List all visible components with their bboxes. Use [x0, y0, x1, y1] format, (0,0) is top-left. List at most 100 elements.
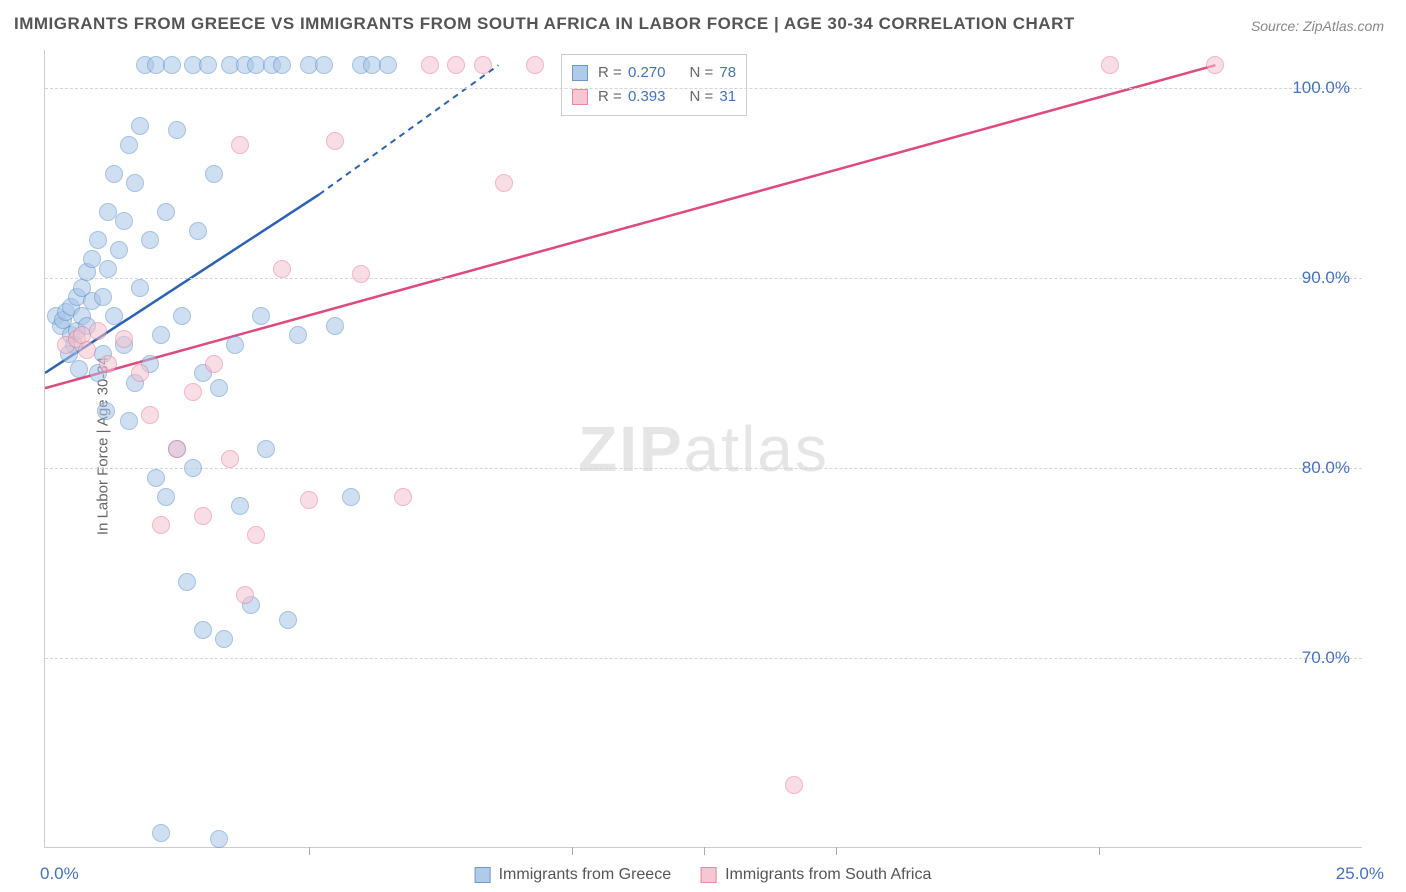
data-point [215, 630, 233, 648]
data-point [194, 621, 212, 639]
grid-line [45, 468, 1362, 469]
y-tick-label: 100.0% [1292, 78, 1350, 98]
data-point [152, 326, 170, 344]
data-point [115, 330, 133, 348]
watermark: ZIPatlas [578, 412, 829, 486]
data-point [115, 212, 133, 230]
x-tick [572, 847, 573, 855]
data-point [257, 440, 275, 458]
data-point [289, 326, 307, 344]
data-point [194, 507, 212, 525]
data-point [205, 355, 223, 373]
data-point [421, 56, 439, 74]
data-point [231, 497, 249, 515]
data-point [247, 526, 265, 544]
x-tick [704, 847, 705, 855]
data-point [236, 586, 254, 604]
data-point [184, 459, 202, 477]
data-point [141, 406, 159, 424]
data-point [105, 307, 123, 325]
data-point [173, 307, 191, 325]
data-point [99, 260, 117, 278]
data-point [78, 341, 96, 359]
data-point [131, 364, 149, 382]
y-tick-label: 80.0% [1302, 458, 1350, 478]
grid-line [45, 658, 1362, 659]
data-point [157, 203, 175, 221]
data-point [1101, 56, 1119, 74]
y-tick-label: 70.0% [1302, 648, 1350, 668]
data-point [163, 56, 181, 74]
data-point [147, 469, 165, 487]
bottom-legend: Immigrants from Greece Immigrants from So… [475, 866, 932, 884]
stat-n-value: 31 [719, 88, 736, 105]
data-point [131, 117, 149, 135]
data-point [231, 136, 249, 154]
data-point [526, 56, 544, 74]
data-point [495, 174, 513, 192]
legend-swatch [572, 89, 588, 105]
data-point [99, 355, 117, 373]
legend-swatch [701, 867, 717, 883]
x-tick [836, 847, 837, 855]
data-point [447, 56, 465, 74]
data-point [70, 360, 88, 378]
legend-item: Immigrants from Greece [475, 866, 671, 884]
data-point [152, 824, 170, 842]
chart-container: IMMIGRANTS FROM GREECE VS IMMIGRANTS FRO… [0, 0, 1406, 892]
data-point [1206, 56, 1224, 74]
trend-lines-layer [45, 50, 1363, 848]
x-tick [309, 847, 310, 855]
data-point [168, 121, 186, 139]
x-tick-label: 0.0% [40, 864, 79, 884]
data-point [474, 56, 492, 74]
grid-line [45, 278, 1362, 279]
data-point [89, 231, 107, 249]
data-point [141, 231, 159, 249]
y-tick-label: 90.0% [1302, 268, 1350, 288]
source-label: Source: ZipAtlas.com [1251, 18, 1384, 34]
data-point [199, 56, 217, 74]
x-tick [1099, 847, 1100, 855]
data-point [97, 402, 115, 420]
data-point [120, 412, 138, 430]
grid-line [45, 88, 1362, 89]
data-point [105, 165, 123, 183]
data-point [189, 222, 207, 240]
data-point [152, 516, 170, 534]
stat-r-value: 0.393 [628, 88, 666, 105]
data-point [342, 488, 360, 506]
stat-r-label: R = 0.270 [598, 61, 665, 85]
data-point [352, 265, 370, 283]
data-point [252, 307, 270, 325]
data-point [89, 322, 107, 340]
data-point [157, 488, 175, 506]
chart-title: IMMIGRANTS FROM GREECE VS IMMIGRANTS FRO… [14, 14, 1075, 34]
plot-area: ZIPatlas R = 0.270N = 78R = 0.393N = 31 … [44, 50, 1362, 848]
data-point [394, 488, 412, 506]
data-point [126, 174, 144, 192]
data-point [110, 241, 128, 259]
stat-n-label: N = 78 [689, 61, 736, 85]
x-tick-label: 25.0% [1336, 864, 1384, 884]
data-point [300, 491, 318, 509]
data-point [221, 450, 239, 468]
stat-n-value: 78 [719, 64, 736, 81]
data-point [210, 830, 228, 848]
watermark-rest: atlas [684, 413, 829, 485]
data-point [273, 56, 291, 74]
stat-legend-box: R = 0.270N = 78R = 0.393N = 31 [561, 54, 747, 116]
data-point [226, 336, 244, 354]
data-point [785, 776, 803, 794]
data-point [210, 379, 228, 397]
stat-row: R = 0.270 N = 78 [572, 61, 736, 85]
data-point [94, 288, 112, 306]
legend-label: Immigrants from South Africa [725, 866, 931, 884]
data-point [326, 132, 344, 150]
legend-item: Immigrants from South Africa [701, 866, 931, 884]
data-point [279, 611, 297, 629]
data-point [273, 260, 291, 278]
legend-swatch [572, 65, 588, 81]
legend-label: Immigrants from Greece [499, 866, 671, 884]
data-point [131, 279, 149, 297]
